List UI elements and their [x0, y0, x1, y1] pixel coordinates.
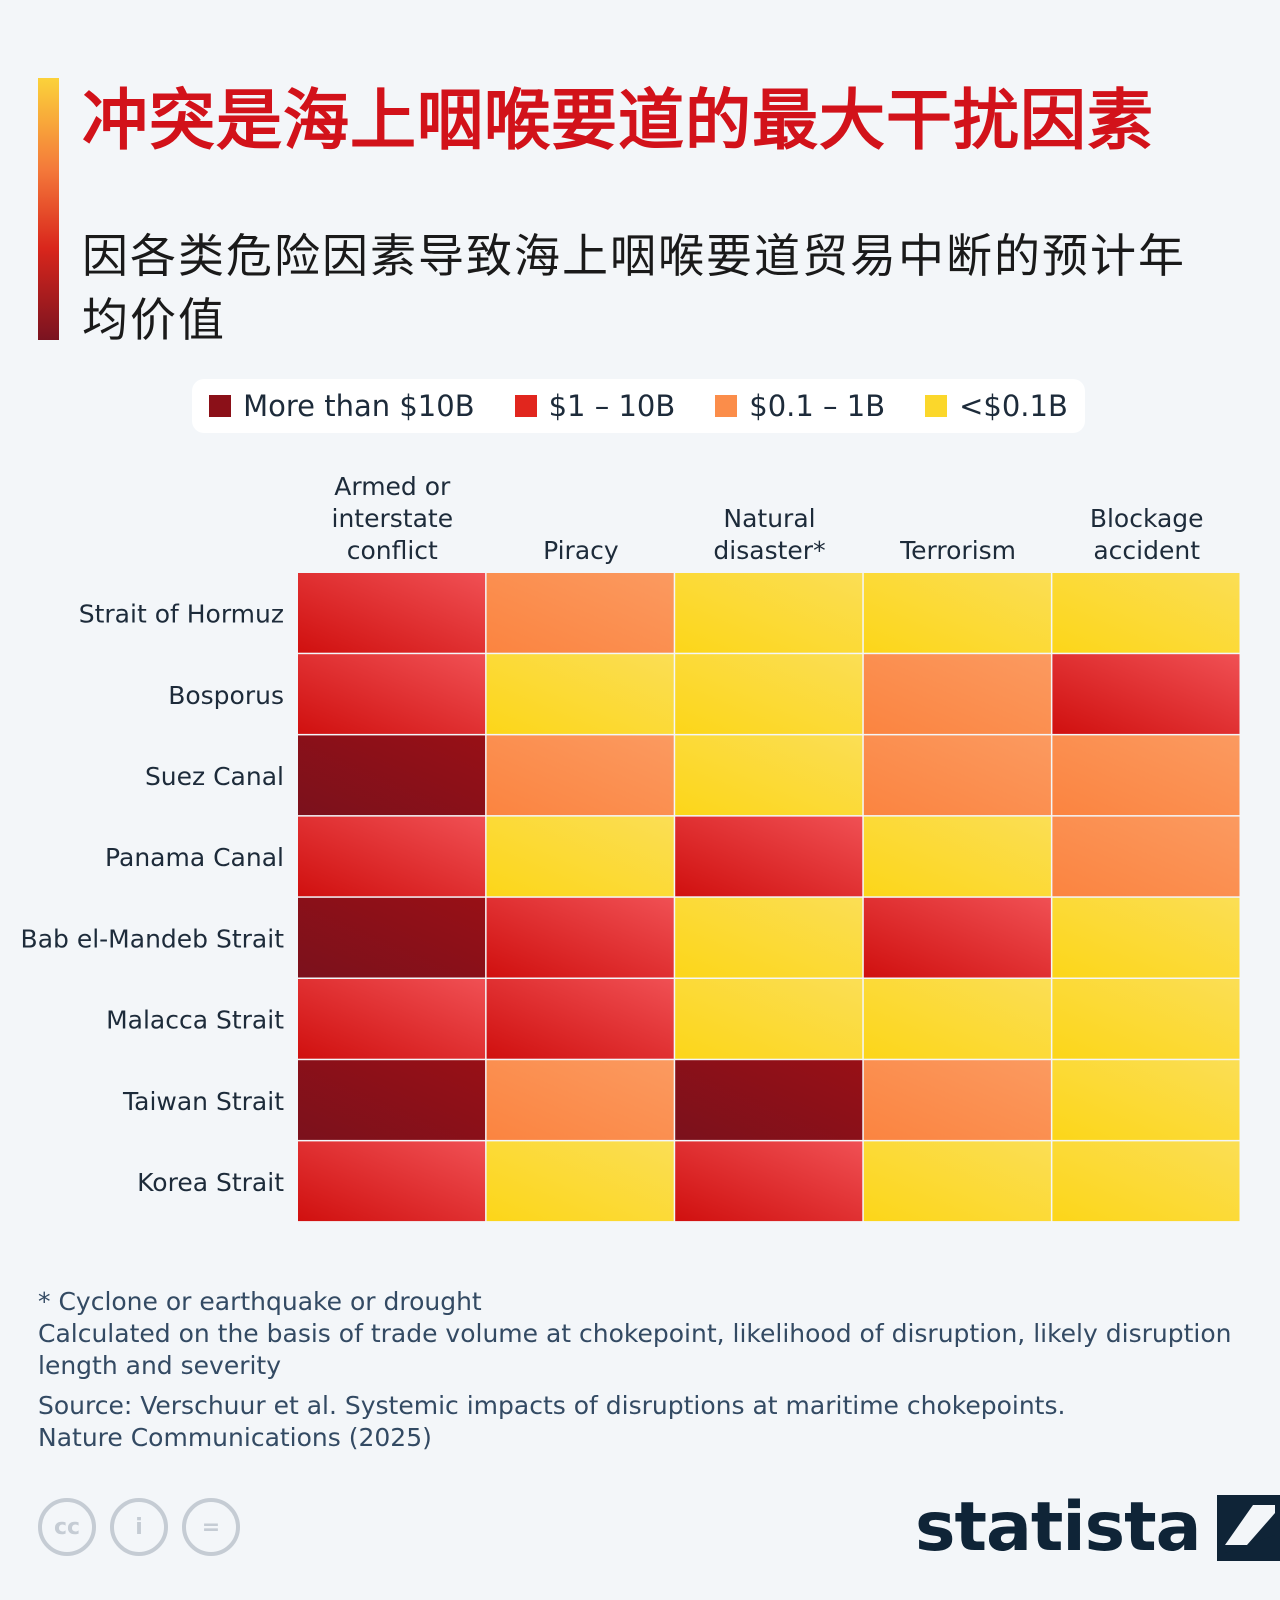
heatmap-cell: Suez Canal – $0.1 – 1B	[1052, 735, 1240, 816]
attribution-icon: i	[110, 1498, 168, 1556]
column-label: Armed or	[334, 472, 451, 501]
column-label: disaster*	[713, 536, 825, 565]
heatmap-cell: Strait of Hormuz – <$0.1B	[1052, 573, 1240, 653]
heatmap-cell: Bab el-Mandeb Strait – More than $10B	[298, 897, 486, 978]
heatmap-cell: Panama Canal – $0.1 – 1B	[1052, 816, 1240, 897]
chart-notes: * Cyclone or earthquake or drought Calcu…	[38, 1286, 1258, 1454]
heatmap-cell: Panama Canal – <$0.1B	[863, 816, 1051, 897]
heatmap-cell: Strait of Hormuz – <$0.1B	[863, 573, 1051, 653]
column-label: accident	[1093, 536, 1200, 565]
heatmap-cell: Korea Strait – <$0.1B	[863, 1141, 1051, 1222]
heatmap-cell: Taiwan Strait – $0.1 – 1B	[486, 1060, 674, 1140]
heatmap-cell: Suez Canal – $0.1 – 1B	[486, 735, 674, 816]
heatmap: Armed or interstate conflict Piracy Natural d…	[21, 472, 1240, 1222]
heatmap-cell: Malacca Strait – $1 – 10B	[298, 979, 486, 1059]
heatmap-cell: Panama Canal – $1 – 10B	[675, 816, 863, 897]
legend-label: $0.1 – 1B	[749, 389, 886, 423]
row-label: Korea Strait	[137, 1168, 284, 1197]
heatmap-cell: Taiwan Strait – $0.1 – 1B	[863, 1060, 1051, 1140]
heatmap-cell: Korea Strait – <$0.1B	[486, 1141, 674, 1222]
legend-label: <$0.1B	[959, 389, 1068, 423]
legend-item: More than $10B	[209, 389, 475, 423]
heatmap-cell: Korea Strait – $1 – 10B	[675, 1141, 863, 1222]
heatmap-cell: Taiwan Strait – <$0.1B	[1052, 1060, 1240, 1140]
legend-label: More than $10B	[243, 389, 475, 423]
legend: More than $10B $1 – 10B $0.1 – 1B <$0.1B	[192, 379, 1085, 433]
heatmap-cell: Taiwan Strait – More than $10B	[298, 1060, 486, 1140]
heatmap-cell: Bosporus – $1 – 10B	[1052, 654, 1240, 734]
heatmap-cell: Suez Canal – $0.1 – 1B	[863, 735, 1051, 816]
column-label: Natural	[723, 504, 815, 533]
legend-label: $1 – 10B	[548, 389, 676, 423]
heatmap-cell: Strait of Hormuz – $0.1 – 1B	[486, 573, 674, 653]
heatmap-cell: Panama Canal – <$0.1B	[486, 816, 674, 897]
row-label: Suez Canal	[145, 762, 284, 791]
no-derivatives-icon: =	[182, 1498, 240, 1556]
heatmap-cell: Malacca Strait – <$0.1B	[675, 979, 863, 1059]
journal-note: Nature Communications (2025)	[38, 1423, 432, 1452]
row-label: Taiwan Strait	[122, 1087, 284, 1116]
heatmap-cell: Suez Canal – <$0.1B	[675, 735, 863, 816]
legend-swatch	[514, 395, 537, 417]
footnote: * Cyclone or earthquake or drought	[38, 1287, 482, 1316]
heatmap-cell: Bab el-Mandeb Strait – $1 – 10B	[863, 897, 1051, 978]
row-label: Strait of Hormuz	[79, 600, 284, 629]
heatmap-cell: Malacca Strait – $1 – 10B	[486, 979, 674, 1059]
heatmap-cell: Bosporus – $1 – 10B	[298, 654, 486, 734]
heatmap-cell: Bab el-Mandeb Strait – $1 – 10B	[486, 897, 674, 978]
column-label: Terrorism	[899, 536, 1016, 565]
heatmap-cell: Korea Strait – <$0.1B	[1052, 1141, 1240, 1222]
heatmap-cell: Bosporus – <$0.1B	[675, 654, 863, 734]
heatmap-cell: Bosporus – <$0.1B	[486, 654, 674, 734]
row-label: Bab el-Mandeb Strait	[21, 924, 285, 953]
heatmap-cell: Strait of Hormuz – $1 – 10B	[298, 573, 486, 653]
heatmap-cell: Strait of Hormuz – <$0.1B	[675, 573, 863, 653]
column-label: Piracy	[543, 536, 619, 565]
chart-subtitle: 因各类危险因素导致海上咽喉要道贸易中断的预计年均价值	[82, 229, 1186, 347]
title-accent-bar	[38, 78, 59, 340]
row-label: Malacca Strait	[106, 1006, 284, 1035]
legend-swatch	[209, 395, 232, 417]
column-label: Blockage	[1090, 504, 1204, 533]
brand-logo[interactable]: statista	[915, 1488, 1280, 1568]
heatmap-cell: Bab el-Mandeb Strait – <$0.1B	[1052, 897, 1240, 978]
method-note: Calculated on the basis of trade volume …	[38, 1319, 1232, 1380]
legend-swatch	[925, 395, 948, 417]
column-label: conflict	[347, 536, 438, 565]
statista-logo-icon	[1216, 1495, 1280, 1561]
legend-swatch	[715, 395, 738, 417]
license-icons: cc i =	[38, 1498, 240, 1556]
legend-item: $0.1 – 1B	[715, 389, 885, 423]
heatmap-cell: Suez Canal – More than $10B	[298, 735, 486, 816]
heatmap-cell: Korea Strait – $1 – 10B	[298, 1141, 486, 1222]
row-label: Panama Canal	[105, 843, 284, 872]
heatmap-cell: Bosporus – $0.1 – 1B	[863, 654, 1051, 734]
chart-title: 冲突是海上咽喉要道的最大干扰因素	[82, 82, 1154, 159]
source-note: Source: Verschuur et al. Systemic impact…	[38, 1391, 1066, 1420]
heatmap-cell: Taiwan Strait – More than $10B	[675, 1060, 863, 1140]
heatmap-cell: Bab el-Mandeb Strait – <$0.1B	[675, 897, 863, 978]
creative-commons-icon: cc	[38, 1498, 96, 1556]
brand-name: statista	[915, 1488, 1202, 1567]
legend-item: <$0.1B	[925, 389, 1068, 423]
column-label: interstate	[332, 504, 454, 533]
row-label: Bosporus	[168, 681, 284, 710]
legend-item: $1 – 10B	[514, 389, 676, 423]
heatmap-cell: Malacca Strait – <$0.1B	[863, 979, 1051, 1059]
heatmap-cell: Panama Canal – $1 – 10B	[298, 816, 486, 897]
heatmap-cell: Malacca Strait – <$0.1B	[1052, 979, 1240, 1059]
